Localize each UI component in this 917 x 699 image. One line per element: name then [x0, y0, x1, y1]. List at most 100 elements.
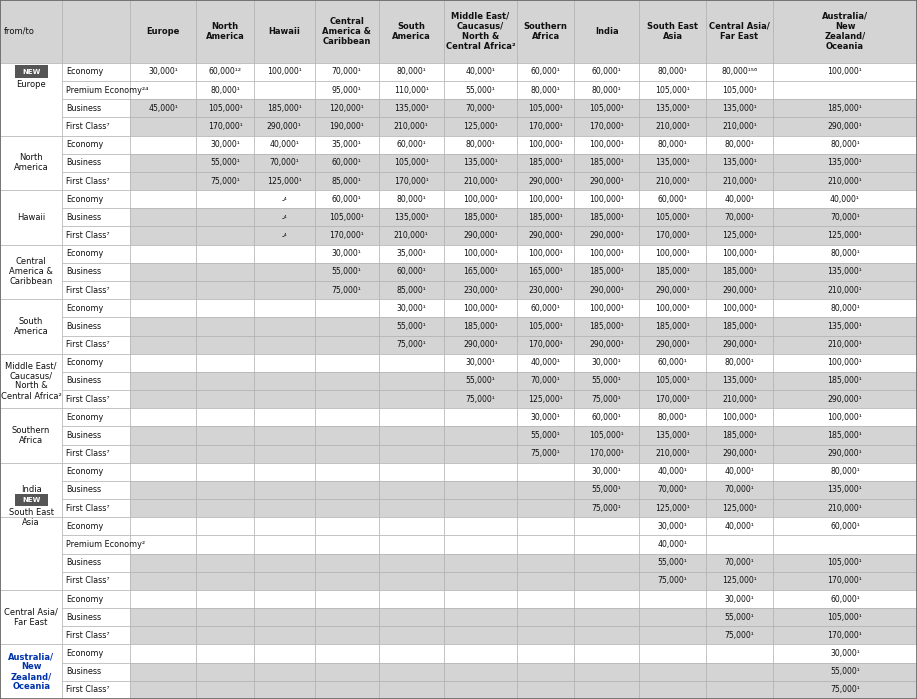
Text: 170,000¹: 170,000¹: [393, 177, 429, 185]
Bar: [379, 499, 444, 517]
Bar: [706, 263, 773, 281]
Text: 80,000¹: 80,000¹: [724, 359, 755, 367]
Bar: [62, 408, 130, 426]
Bar: [639, 354, 706, 372]
Bar: [444, 245, 517, 263]
Text: 80,000¹: 80,000¹: [466, 140, 495, 149]
Text: 190,000¹: 190,000¹: [329, 122, 364, 131]
Bar: [706, 626, 773, 644]
Bar: [639, 499, 706, 517]
Bar: [574, 281, 639, 299]
Bar: [517, 426, 574, 445]
Bar: [706, 190, 773, 208]
Bar: [254, 426, 315, 445]
Bar: [315, 136, 379, 154]
Text: 290,000¹: 290,000¹: [590, 340, 624, 349]
Text: 170,000¹: 170,000¹: [655, 395, 691, 403]
Text: Business: Business: [66, 668, 101, 676]
Text: Economy: Economy: [66, 68, 104, 76]
Bar: [773, 390, 917, 408]
Bar: [130, 445, 196, 463]
Text: 135,000¹: 135,000¹: [655, 159, 691, 167]
Bar: [773, 681, 917, 699]
Text: NEW: NEW: [22, 69, 40, 75]
Bar: [639, 572, 706, 590]
Bar: [773, 408, 917, 426]
Text: 80,000¹: 80,000¹: [830, 250, 860, 258]
Text: 210,000¹: 210,000¹: [722, 177, 757, 185]
Bar: [517, 445, 574, 463]
Text: 100,000¹: 100,000¹: [528, 250, 563, 258]
Bar: [196, 408, 254, 426]
Bar: [315, 517, 379, 535]
Bar: [517, 590, 574, 608]
Text: 60,000¹: 60,000¹: [591, 68, 622, 76]
Text: 55,000¹: 55,000¹: [830, 668, 860, 676]
Bar: [574, 644, 639, 663]
Bar: [444, 663, 517, 681]
Bar: [196, 663, 254, 681]
Bar: [196, 626, 254, 644]
Text: Economy: Economy: [66, 359, 104, 367]
Text: 30,000¹: 30,000¹: [724, 595, 755, 603]
Bar: [315, 281, 379, 299]
Text: Economy: Economy: [66, 250, 104, 258]
Bar: [773, 463, 917, 481]
Text: 80,000¹: 80,000¹: [396, 68, 426, 76]
Text: Business: Business: [66, 613, 101, 621]
Bar: [379, 554, 444, 572]
Bar: [444, 463, 517, 481]
Text: 290,000¹: 290,000¹: [723, 340, 757, 349]
Bar: [773, 590, 917, 608]
Bar: [254, 590, 315, 608]
Text: 135,000¹: 135,000¹: [393, 213, 429, 222]
Bar: [0, 63, 62, 136]
Bar: [315, 372, 379, 390]
Bar: [517, 81, 574, 99]
Bar: [379, 208, 444, 226]
Bar: [196, 644, 254, 663]
Text: 125,000¹: 125,000¹: [722, 504, 757, 512]
Text: 105,000¹: 105,000¹: [827, 613, 863, 621]
Bar: [254, 408, 315, 426]
Text: 75,000¹: 75,000¹: [591, 504, 622, 512]
Bar: [444, 99, 517, 117]
Bar: [254, 245, 315, 263]
Text: 75,000¹: 75,000¹: [396, 340, 426, 349]
Bar: [62, 136, 130, 154]
Bar: [130, 481, 196, 499]
Bar: [254, 299, 315, 317]
Bar: [379, 263, 444, 281]
Bar: [706, 281, 773, 299]
Bar: [706, 63, 773, 81]
Text: Business: Business: [66, 431, 101, 440]
Text: 125,000¹: 125,000¹: [722, 577, 757, 585]
Bar: [639, 535, 706, 554]
Bar: [62, 554, 130, 572]
Text: 290,000¹: 290,000¹: [590, 286, 624, 294]
Text: 210,000¹: 210,000¹: [655, 177, 691, 185]
Bar: [196, 572, 254, 590]
Text: 100,000¹: 100,000¹: [722, 304, 757, 312]
Bar: [379, 317, 444, 336]
Bar: [639, 99, 706, 117]
Text: 100,000¹: 100,000¹: [827, 68, 863, 76]
Text: First Class⁷: First Class⁷: [66, 577, 110, 585]
Bar: [196, 281, 254, 299]
Text: 70,000¹: 70,000¹: [332, 68, 361, 76]
Bar: [574, 0, 639, 63]
Text: Southern
Africa: Southern Africa: [524, 22, 568, 41]
Text: 100,000¹: 100,000¹: [463, 304, 498, 312]
Bar: [196, 499, 254, 517]
Bar: [706, 172, 773, 190]
Bar: [574, 372, 639, 390]
Bar: [517, 463, 574, 481]
Bar: [62, 590, 130, 608]
Text: Business: Business: [66, 322, 101, 331]
Text: 105,000¹: 105,000¹: [528, 104, 563, 113]
Text: First Class⁷: First Class⁷: [66, 631, 110, 640]
Bar: [379, 517, 444, 535]
Bar: [196, 354, 254, 372]
Text: First Class⁷: First Class⁷: [66, 122, 110, 131]
Bar: [196, 481, 254, 499]
